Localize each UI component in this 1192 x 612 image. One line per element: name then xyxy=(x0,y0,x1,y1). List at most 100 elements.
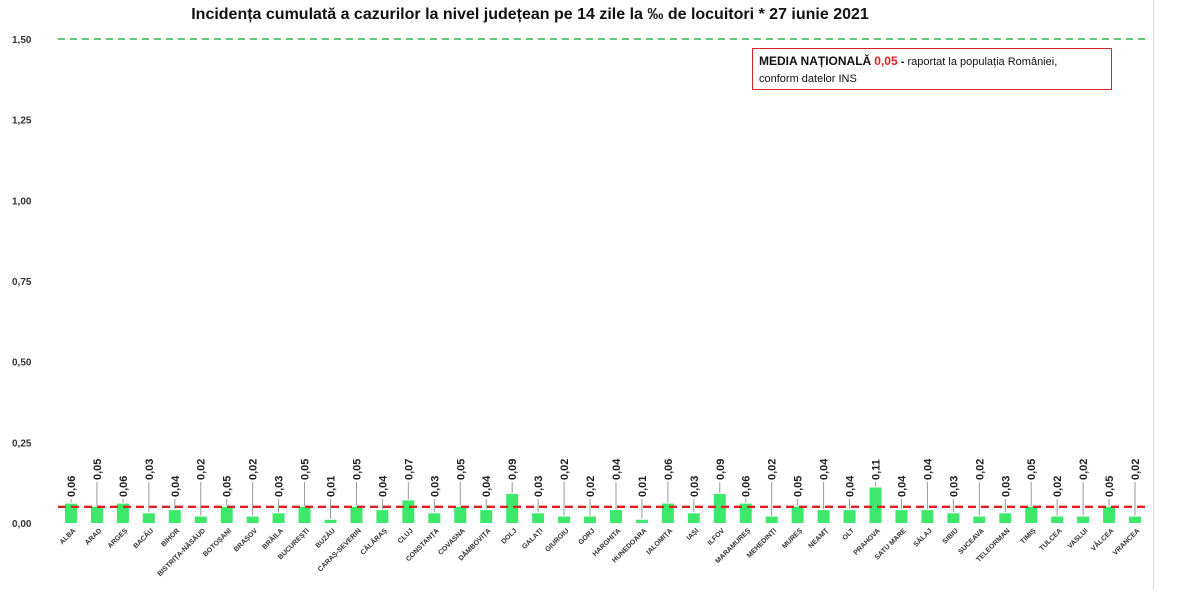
bar xyxy=(116,503,129,523)
data-label: 0,05 xyxy=(455,459,467,480)
bar xyxy=(90,506,103,523)
bar xyxy=(1025,506,1038,523)
x-tick-label: ALBA xyxy=(59,527,78,546)
data-label: 0,02 xyxy=(559,459,571,480)
data-label: 0,02 xyxy=(585,476,597,497)
bar xyxy=(687,513,700,523)
bar xyxy=(506,493,519,523)
national-average-dash: - xyxy=(900,56,905,68)
national-average-text: raportat la populația României, xyxy=(907,56,1058,68)
x-tick-label: VASLUI xyxy=(1067,527,1090,550)
bar xyxy=(713,493,726,523)
data-label: 0,02 xyxy=(1052,476,1064,497)
bar xyxy=(765,516,778,523)
y-axis: 0,00 0,25 0,50 0,75 1,00 1,25 1,50 xyxy=(12,35,32,530)
bar xyxy=(895,510,908,523)
x-tick-label: TULCEA xyxy=(1039,527,1064,552)
x-tick-label: IALOMIȚA xyxy=(645,527,674,556)
y-tick-label: 1,50 xyxy=(12,35,32,46)
data-label: 0,03 xyxy=(144,459,156,480)
bar xyxy=(194,516,207,523)
y-tick-label: 0,50 xyxy=(12,358,32,369)
data-label: 0,01 xyxy=(637,476,649,497)
bar xyxy=(921,510,934,523)
x-tick-label: GALAȚI xyxy=(521,527,544,550)
data-label: 0,01 xyxy=(326,476,338,497)
y-tick-label: 1,00 xyxy=(12,196,32,207)
data-label: 0,06 xyxy=(66,476,78,497)
x-tick-label: VRANCEA xyxy=(1112,527,1141,556)
data-label: 0,04 xyxy=(896,475,908,497)
bar xyxy=(635,519,648,523)
x-tick-label: OLT xyxy=(841,527,856,542)
bar xyxy=(1103,506,1116,523)
x-tick-label: SĂLAJ xyxy=(911,526,934,549)
data-label: 0,09 xyxy=(715,459,727,480)
bar xyxy=(272,513,285,523)
bar xyxy=(869,487,882,523)
data-label: 0,05 xyxy=(1026,459,1038,480)
data-label: 0,09 xyxy=(507,459,519,480)
bar xyxy=(480,510,493,523)
bar xyxy=(428,513,441,523)
data-label: 0,04 xyxy=(922,458,934,480)
bar xyxy=(402,500,415,523)
data-label: 0,05 xyxy=(793,476,805,497)
bar xyxy=(142,513,155,523)
y-tick-label: 0,25 xyxy=(12,438,32,449)
x-tick-label: CĂLĂRAȘ xyxy=(358,526,389,557)
x-axis: ALBA ARAD ARGEȘ BACĂU BIHORBISTRIȚA-NĂSĂUDBO… xyxy=(59,526,1142,578)
data-label: 0,04 xyxy=(819,458,831,480)
data-label: 0,02 xyxy=(767,459,779,480)
data-label: 0,02 xyxy=(974,459,986,480)
data-labels: 0,06 0,05 0,06 0,03 0,04 0,02 0,05 0,02 0,03 0,05… xyxy=(66,458,1142,497)
x-tick-label: ARGEȘ xyxy=(107,527,130,550)
x-tick-label: IAȘI xyxy=(686,527,701,542)
x-tick-label: TIMIȘ xyxy=(1019,527,1037,545)
national-average-label: MEDIA NAȚIONALĂ xyxy=(759,54,872,68)
bar xyxy=(1129,516,1142,523)
x-tick-label: SIBIU xyxy=(942,527,960,545)
data-label: 0,04 xyxy=(845,475,857,497)
data-label: 0,06 xyxy=(663,459,675,480)
data-label: 0,05 xyxy=(1104,476,1116,497)
data-label: 0,11 xyxy=(871,459,883,480)
bar xyxy=(973,516,986,523)
data-label: 0,03 xyxy=(1000,476,1012,497)
reference-lines xyxy=(58,38,1148,508)
bar xyxy=(661,503,674,523)
data-label: 0,02 xyxy=(196,459,208,480)
label-leaders xyxy=(70,482,1136,519)
bar xyxy=(376,510,389,523)
bar xyxy=(947,513,960,523)
x-tick-label: GIURGIU xyxy=(544,527,570,553)
national-average-source: conform datelor INS xyxy=(759,73,857,85)
national-average-value: 0,05 xyxy=(874,54,898,68)
x-tick-label: CLUJ xyxy=(397,527,415,545)
x-tick-label: ARAD xyxy=(84,527,103,546)
data-label: 0,04 xyxy=(481,475,493,497)
data-label: 0,02 xyxy=(1130,459,1142,480)
x-tick-label: NEAMȚ xyxy=(807,527,830,550)
bar xyxy=(843,510,856,523)
data-label: 0,04 xyxy=(377,475,389,497)
bar xyxy=(739,503,752,523)
x-tick-label: VÂLCEA xyxy=(1089,526,1116,553)
data-label: 0,06 xyxy=(118,476,130,497)
national-average-box: MEDIA NAȚIONALĂ 0,05 - raportat la popul… xyxy=(752,48,1112,90)
x-tick-label: ILFOV xyxy=(707,527,727,547)
bar xyxy=(168,510,181,523)
bars xyxy=(64,487,1142,523)
bar xyxy=(609,510,622,523)
data-label: 0,02 xyxy=(1078,459,1090,480)
bar xyxy=(999,513,1012,523)
bar xyxy=(817,510,830,523)
bar xyxy=(220,506,233,523)
y-tick-label: 0,75 xyxy=(12,277,32,288)
data-label: 0,05 xyxy=(222,476,234,497)
x-tick-label: BISTRIȚA-NĂSĂUD xyxy=(155,526,207,578)
frame-divider xyxy=(1153,0,1154,590)
bar xyxy=(532,513,545,523)
x-tick-label: BACĂU xyxy=(131,526,155,550)
data-label: 0,04 xyxy=(170,475,182,497)
